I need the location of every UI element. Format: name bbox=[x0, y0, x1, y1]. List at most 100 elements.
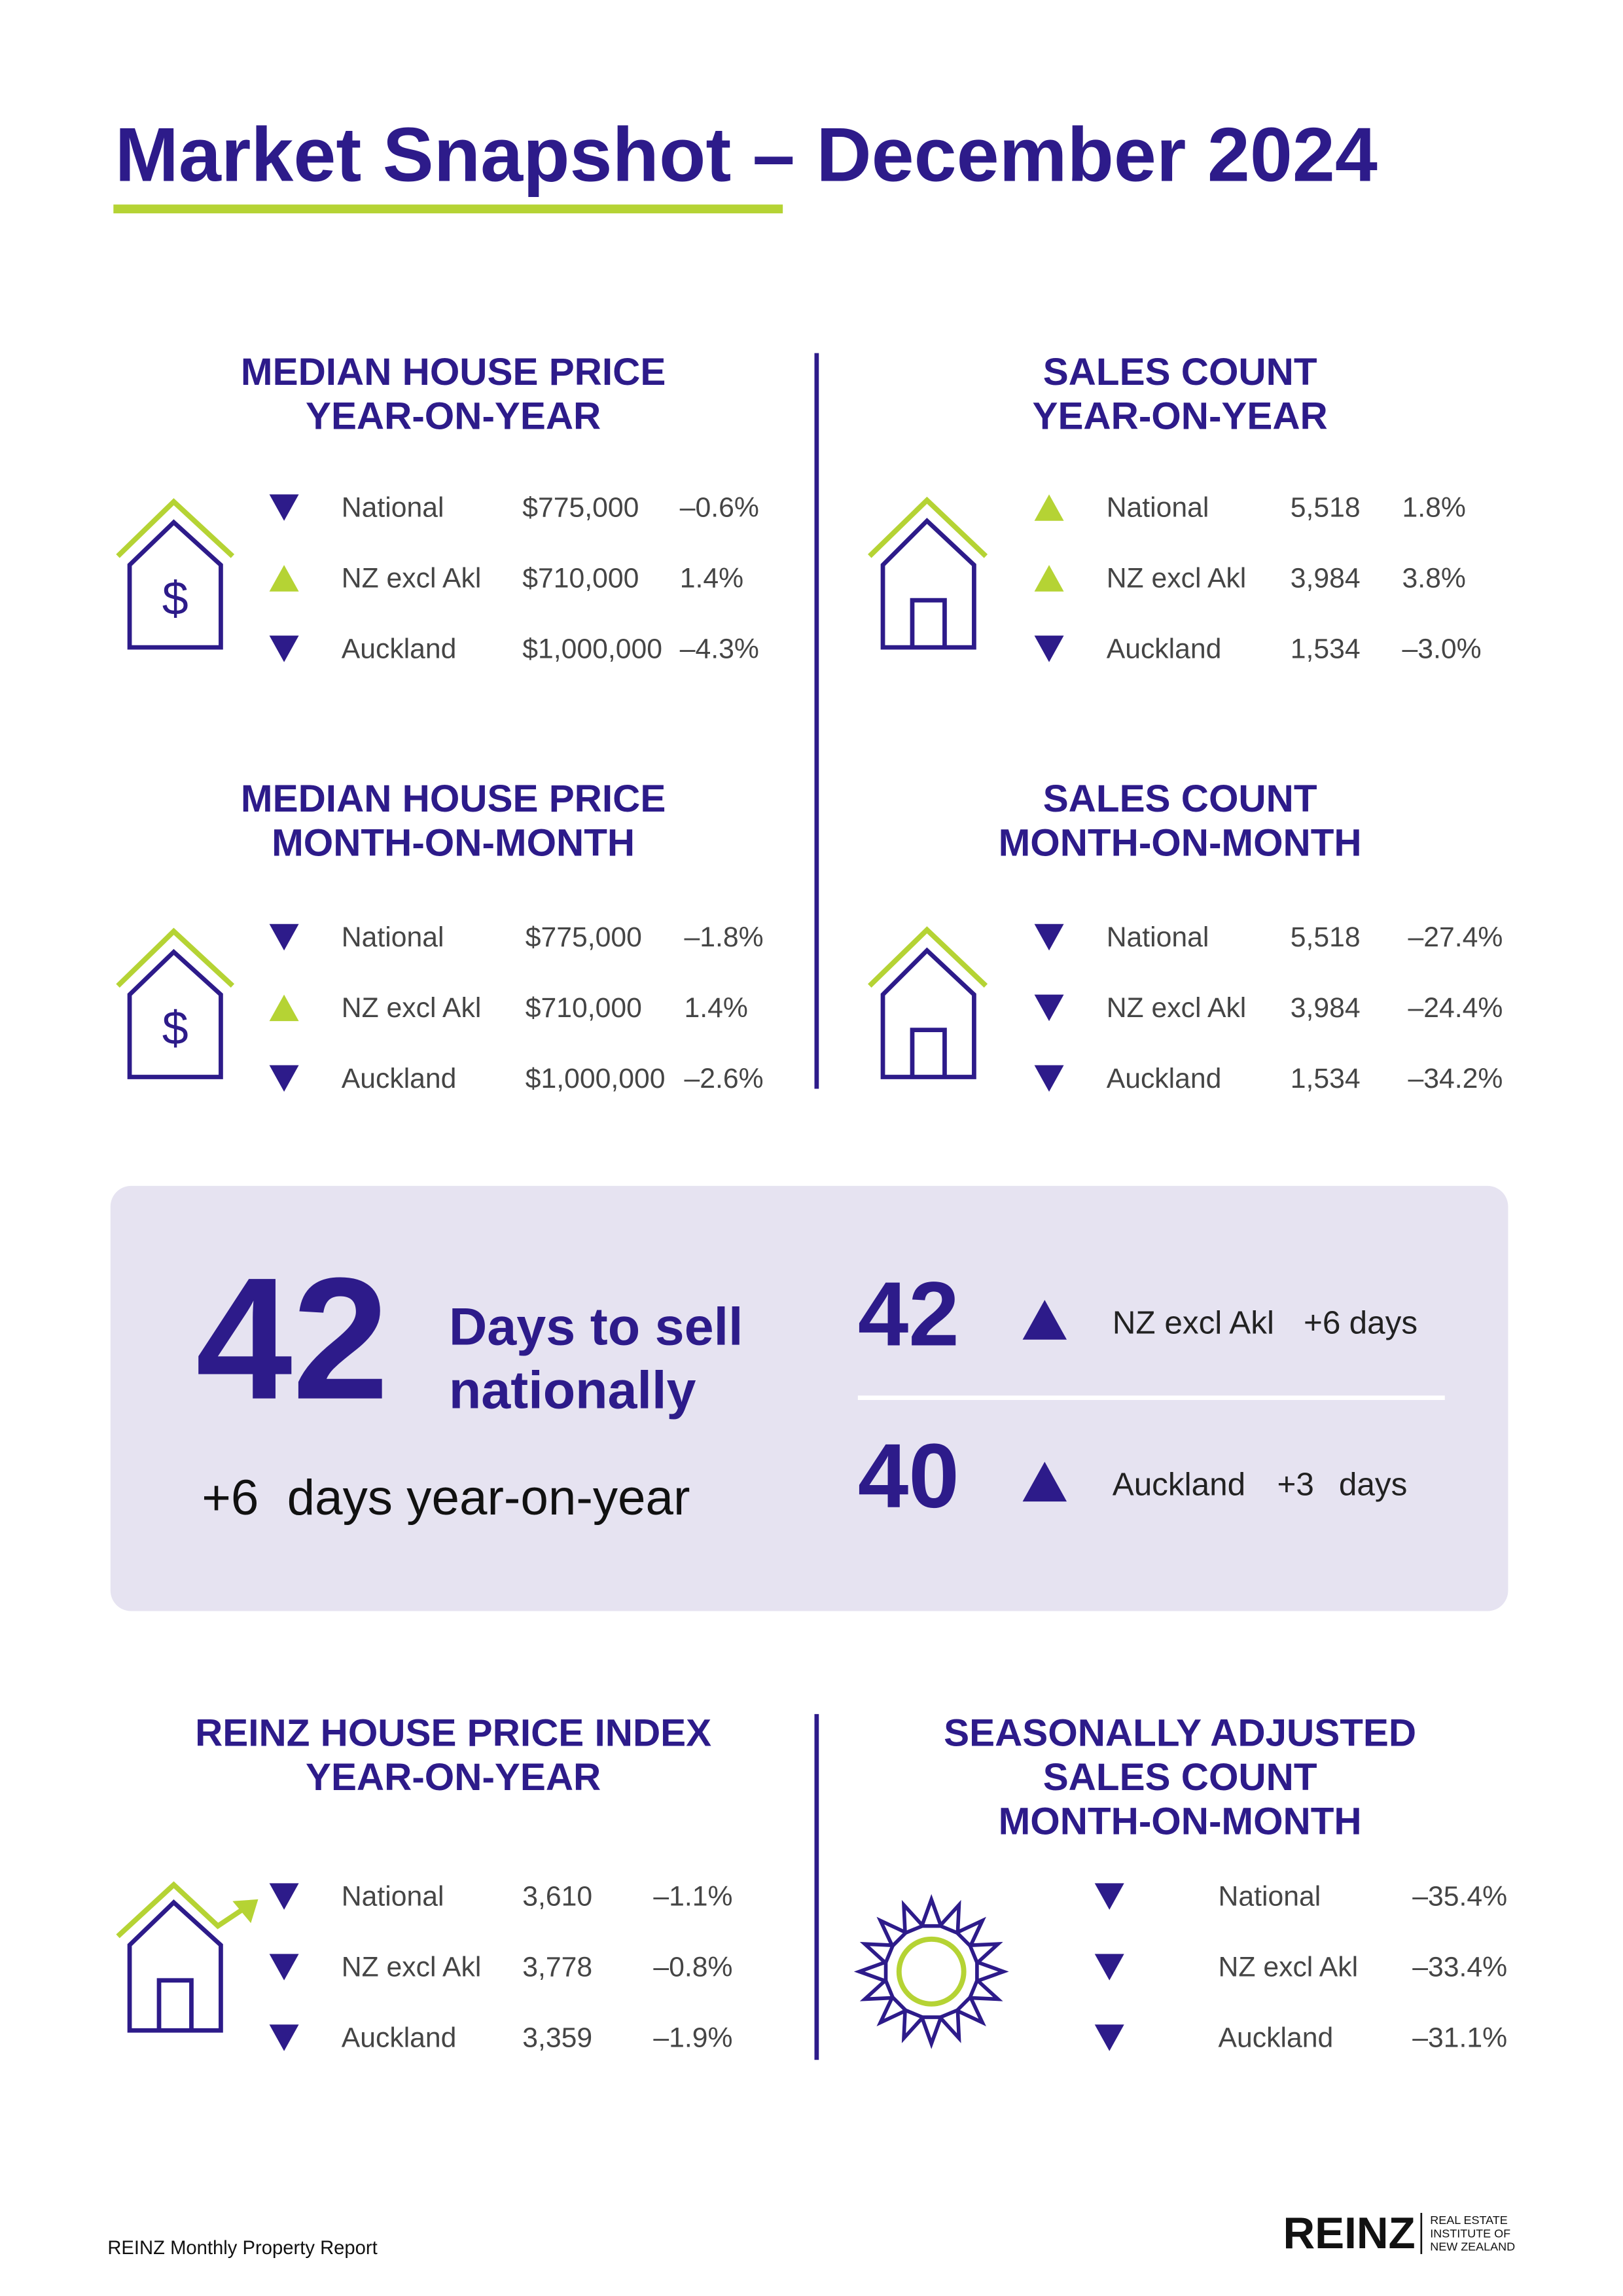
days-label: Days to sell bbox=[449, 1298, 743, 1357]
sun-ray bbox=[859, 1941, 896, 1966]
change-value: –34.2% bbox=[1408, 1063, 1503, 1094]
sun-ray bbox=[876, 1994, 910, 2027]
sun-ray bbox=[853, 1959, 888, 1984]
section-heading: YEAR-ON-YEAR bbox=[306, 1756, 601, 1799]
sun-ray bbox=[901, 2007, 926, 2043]
region-days-number: 42 bbox=[858, 1263, 959, 1365]
section-heading: YEAR-ON-YEAR bbox=[306, 395, 601, 438]
metric-value: 1,534 bbox=[1291, 1063, 1361, 1094]
sun-ray bbox=[936, 1899, 961, 1936]
arrow-down bbox=[1094, 1883, 1124, 1910]
sun-ray bbox=[919, 2015, 944, 2049]
house-trend-icon bbox=[116, 1881, 259, 2033]
house-icon bbox=[868, 926, 988, 1079]
change-value: –1.8% bbox=[685, 922, 764, 953]
section-heading: SEASONALLY ADJUSTED bbox=[944, 1712, 1416, 1755]
section-heading: MONTH-ON-MONTH bbox=[272, 822, 635, 865]
logo-subtitle: REAL ESTATE bbox=[1430, 2214, 1508, 2227]
metric-value: 3,984 bbox=[1291, 562, 1361, 594]
region-label: Auckland bbox=[1107, 1063, 1222, 1094]
days-panel bbox=[110, 1185, 1508, 1611]
region-label: National bbox=[342, 492, 444, 524]
arrow-down bbox=[269, 924, 299, 951]
arrow-down bbox=[1094, 1954, 1124, 1981]
days-change-text: days year-on-year bbox=[287, 1470, 690, 1526]
region-days-unit: days bbox=[1349, 1304, 1418, 1340]
logo-subtitle: NEW ZEALAND bbox=[1430, 2240, 1515, 2253]
sun-core bbox=[896, 1936, 967, 2007]
metric-value: $710,000 bbox=[526, 992, 642, 1024]
region-label: NZ excl Akl bbox=[1113, 1304, 1274, 1340]
svg-text:$: $ bbox=[162, 1002, 188, 1054]
change-value: 1.4% bbox=[680, 562, 743, 594]
change-value: –35.4% bbox=[1412, 1881, 1507, 1912]
region-days-number: 40 bbox=[858, 1425, 959, 1527]
sun-ray bbox=[901, 1899, 926, 1936]
house-icon bbox=[868, 496, 988, 650]
change-value: –1.1% bbox=[653, 1881, 732, 1912]
metric-value: 1,534 bbox=[1291, 633, 1361, 664]
sun-ray bbox=[975, 1959, 1009, 1984]
metric-value: $1,000,000 bbox=[522, 633, 662, 664]
change-value: –1.9% bbox=[653, 2022, 732, 2053]
arrow-down bbox=[269, 1883, 299, 1910]
section-heading: MONTH-ON-MONTH bbox=[999, 822, 1362, 865]
arrow-down bbox=[1034, 924, 1064, 951]
arrow-down bbox=[269, 1954, 299, 1981]
arrow-down bbox=[269, 636, 299, 662]
region-days-change: +6 bbox=[1304, 1304, 1340, 1340]
change-value: –4.3% bbox=[680, 633, 759, 664]
sun-ray bbox=[954, 1916, 986, 1950]
region-label: Auckland bbox=[342, 1063, 457, 1094]
logo-name: REINZ bbox=[1283, 2209, 1415, 2258]
region-days-change: +3 bbox=[1277, 1467, 1313, 1503]
region-label: Auckland bbox=[1113, 1467, 1245, 1503]
metric-value: 3,610 bbox=[522, 1881, 592, 1912]
arrow-down bbox=[269, 494, 299, 521]
arrow-down bbox=[269, 1065, 299, 1092]
change-value: –33.4% bbox=[1412, 1952, 1507, 1983]
days-label: nationally bbox=[449, 1361, 696, 1420]
metric-value: 3,778 bbox=[522, 1952, 592, 1983]
section-heading: MONTH-ON-MONTH bbox=[999, 1801, 1362, 1843]
metric-value: 5,518 bbox=[1291, 492, 1361, 524]
region-label: Auckland bbox=[1219, 2022, 1334, 2053]
sun-ray bbox=[876, 1916, 910, 1950]
region-label: Auckland bbox=[342, 2022, 457, 2053]
section-heading: MEDIAN HOUSE PRICE bbox=[241, 778, 666, 820]
metric-value: $775,000 bbox=[522, 492, 639, 524]
days-change: +6 bbox=[202, 1470, 259, 1526]
region-label: NZ excl Akl bbox=[1219, 1952, 1359, 1983]
arrow-down bbox=[1034, 994, 1064, 1022]
sun-ray bbox=[967, 1977, 1003, 2001]
change-value: 1.8% bbox=[1402, 492, 1466, 524]
arrow-up bbox=[1034, 494, 1064, 521]
page-title: Market Snapshot – December 2024 bbox=[115, 112, 1378, 198]
footer-text: REINZ Monthly Property Report bbox=[107, 2238, 377, 2259]
arrow-down bbox=[1094, 2024, 1124, 2051]
section-heading: SALES COUNT bbox=[1043, 351, 1317, 393]
arrow-up bbox=[269, 565, 299, 592]
region-label: NZ excl Akl bbox=[342, 562, 482, 594]
change-value: –0.8% bbox=[653, 1952, 732, 1983]
sun-ray bbox=[919, 1893, 944, 1928]
change-value: 1.4% bbox=[685, 992, 748, 1024]
sun-ray bbox=[954, 1994, 986, 2027]
arrow-down bbox=[1034, 636, 1064, 662]
metric-value: 3,984 bbox=[1291, 992, 1361, 1024]
region-label: National bbox=[1219, 1881, 1321, 1912]
region-label: NZ excl Akl bbox=[1107, 562, 1247, 594]
change-value: –24.4% bbox=[1408, 992, 1503, 1024]
sun-ray bbox=[859, 1977, 896, 2001]
region-label: National bbox=[1107, 492, 1209, 524]
region-label: NZ excl Akl bbox=[342, 992, 482, 1024]
metric-value: $710,000 bbox=[522, 562, 639, 594]
section-heading: MEDIAN HOUSE PRICE bbox=[241, 351, 666, 393]
house-dollar-icon: $ bbox=[116, 498, 235, 650]
region-label: National bbox=[342, 922, 444, 953]
region-label: NZ excl Akl bbox=[342, 1952, 482, 1983]
change-value: –0.6% bbox=[680, 492, 759, 524]
region-label: National bbox=[1107, 922, 1209, 953]
